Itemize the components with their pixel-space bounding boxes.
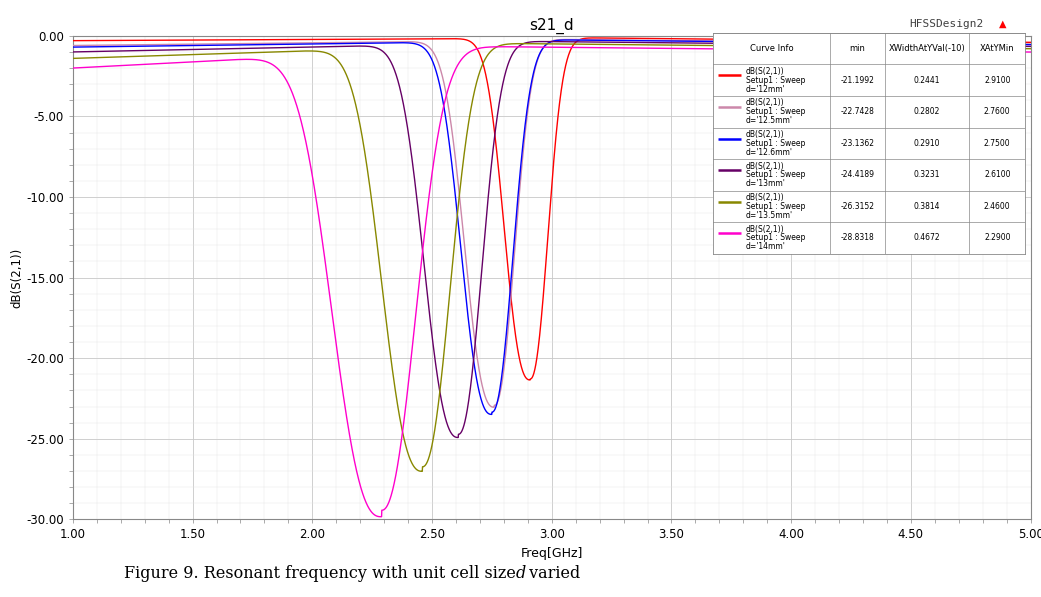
Text: dB(S(2,1)): dB(S(2,1)) [745, 193, 785, 202]
Text: Setup1 : Sweep: Setup1 : Sweep [745, 107, 806, 116]
Text: -26.3152: -26.3152 [840, 202, 874, 211]
Text: -23.1362: -23.1362 [840, 139, 874, 148]
Text: 2.7500: 2.7500 [984, 139, 1011, 148]
Text: dB(S(2,1)): dB(S(2,1)) [745, 224, 785, 233]
Text: Setup1 : Sweep: Setup1 : Sweep [745, 233, 806, 242]
Text: ▲: ▲ [999, 19, 1007, 29]
Text: 0.2802: 0.2802 [914, 107, 940, 116]
Text: dB(S(2,1)): dB(S(2,1)) [745, 130, 785, 139]
Text: 2.7600: 2.7600 [984, 107, 1011, 116]
Text: 2.2900: 2.2900 [984, 233, 1011, 242]
Text: Setup1 : Sweep: Setup1 : Sweep [745, 170, 806, 179]
Text: Setup1 : Sweep: Setup1 : Sweep [745, 139, 806, 148]
X-axis label: Freq[GHz]: Freq[GHz] [520, 547, 583, 560]
Text: d='13mm': d='13mm' [745, 179, 786, 188]
Text: d='12.6mm': d='12.6mm' [745, 147, 793, 156]
Text: Curve Info: Curve Info [750, 44, 793, 53]
Text: d='14mm': d='14mm' [745, 242, 786, 251]
Text: -22.7428: -22.7428 [840, 107, 874, 116]
Text: d='12mm': d='12mm' [745, 85, 786, 94]
Text: Setup1 : Sweep: Setup1 : Sweep [745, 76, 806, 85]
Text: 2.9100: 2.9100 [984, 76, 1011, 85]
Text: 0.3814: 0.3814 [914, 202, 940, 211]
Text: d='13.5mm': d='13.5mm' [745, 211, 793, 220]
Text: Figure 9. Resonant frequency with unit cell size: Figure 9. Resonant frequency with unit c… [124, 565, 520, 581]
Text: HFSSDesign2: HFSSDesign2 [910, 19, 984, 29]
Text: 0.3231: 0.3231 [914, 170, 940, 179]
Text: min: min [849, 44, 865, 53]
Text: 0.2910: 0.2910 [914, 139, 940, 148]
Text: 0.4672: 0.4672 [914, 233, 940, 242]
Text: XWidthAtYVal(-10): XWidthAtYVal(-10) [889, 44, 965, 53]
Text: d='12.5mm': d='12.5mm' [745, 116, 793, 125]
Text: varied: varied [524, 565, 580, 581]
Text: -21.1992: -21.1992 [840, 76, 874, 85]
Text: d: d [515, 565, 526, 581]
Text: -28.8318: -28.8318 [841, 233, 874, 242]
Text: dB(S(2,1)): dB(S(2,1)) [745, 99, 785, 107]
Text: dB(S(2,1)): dB(S(2,1)) [745, 67, 785, 76]
Text: 2.6100: 2.6100 [984, 170, 1011, 179]
Text: XAtYMin: XAtYMin [980, 44, 1015, 53]
Text: 2.4600: 2.4600 [984, 202, 1011, 211]
Y-axis label: dB(S(2,1)): dB(S(2,1)) [10, 248, 23, 307]
Text: -24.4189: -24.4189 [840, 170, 874, 179]
Title: s21_d: s21_d [530, 19, 574, 35]
Text: dB(S(2,1)): dB(S(2,1)) [745, 162, 785, 171]
Text: Setup1 : Sweep: Setup1 : Sweep [745, 202, 806, 211]
Text: 0.2441: 0.2441 [914, 76, 940, 85]
